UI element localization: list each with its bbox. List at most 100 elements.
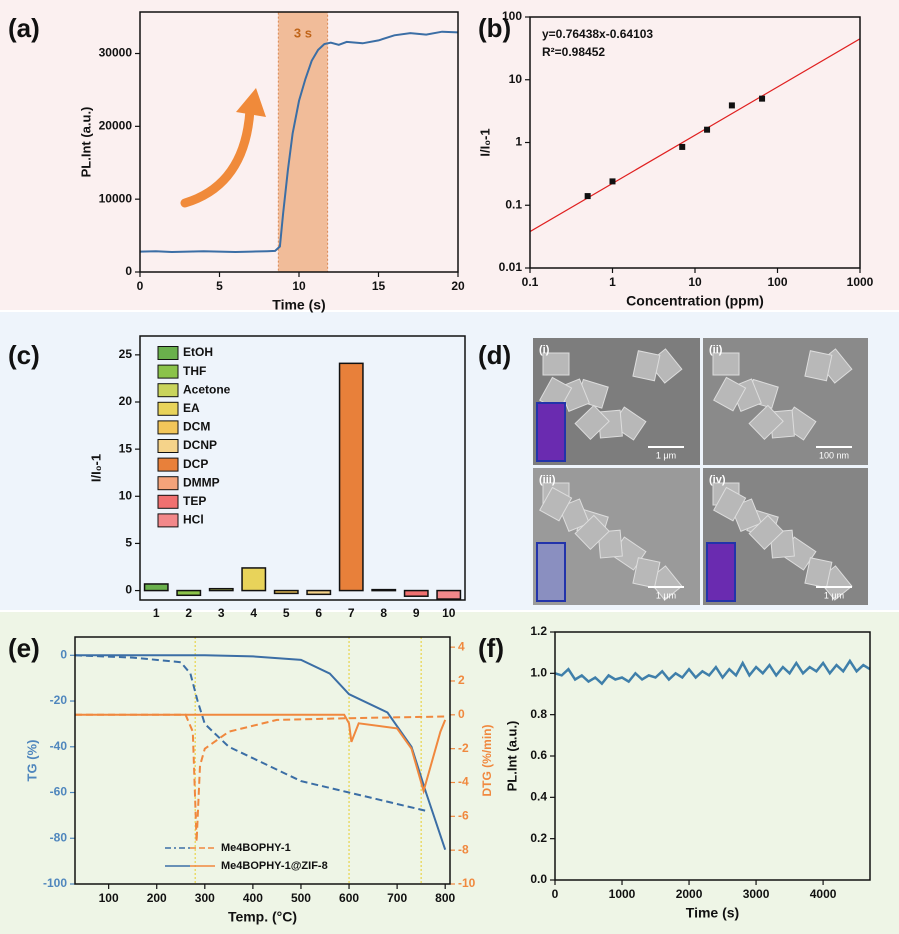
y-tick-label: -100 [43, 876, 67, 890]
y-tick-label: -80 [50, 830, 68, 844]
x-tick-label: 0 [137, 279, 144, 293]
x-axis-label: Time (s) [686, 905, 739, 921]
legend-swatch [157, 364, 179, 379]
inset-photo [706, 542, 736, 602]
x-tick-label: 10 [292, 279, 306, 293]
x-tick-label: 500 [291, 891, 311, 905]
fit-equation: y=0.76438x-0.64103 [542, 27, 653, 41]
x-tick-label: 5 [283, 606, 290, 620]
x-tick-label: 100 [99, 891, 119, 905]
y-axis-label: PL.Int (a.u.) [504, 721, 519, 792]
y-tick-label: 0.2 [530, 831, 547, 845]
bar [436, 589, 462, 600]
inset-photo [536, 402, 566, 462]
x-tick-label: 0.1 [522, 275, 539, 289]
crystal [804, 350, 833, 382]
y-tick-label: 10 [119, 488, 133, 502]
crystal [632, 350, 661, 382]
x-tick-label: 5 [216, 279, 223, 293]
x-tick-label: 600 [339, 891, 359, 905]
legend-label: Me4BOPHY-1@ZIF-8 [221, 860, 328, 872]
x-tick-label: 10 [442, 606, 456, 620]
x-tick-label: 1000 [847, 275, 874, 289]
y-axis-label: I/I₀-1 [477, 128, 492, 156]
y-tick-label: 20000 [99, 119, 133, 133]
crystal [574, 514, 610, 551]
x-tick-label: 200 [147, 891, 167, 905]
y2-tick-label: -8 [458, 842, 469, 856]
scale-label: 1 μm [824, 590, 844, 600]
x-axis-label: Time (s) [272, 297, 325, 313]
x-tick-label: 4000 [810, 887, 837, 901]
y-axis-label: PL.Int (a.u.) [78, 107, 93, 178]
legend-swatch [157, 513, 179, 528]
bar [208, 587, 234, 592]
arrow [180, 88, 266, 208]
data-line [140, 30, 458, 254]
plot-area [143, 362, 462, 600]
x-tick-label: 6 [315, 606, 322, 620]
crystal [712, 352, 740, 376]
bar [306, 589, 332, 596]
y-tick-label: 1 [515, 135, 522, 149]
x-tick-label: 400 [243, 891, 263, 905]
legend-swatch [157, 401, 179, 416]
x-tick-label: 800 [435, 891, 455, 905]
y-tick-label: 0 [60, 647, 67, 661]
data-point [584, 193, 591, 200]
bar [176, 589, 202, 597]
y-tick-label: 0.1 [505, 197, 522, 211]
y-tick-label: -20 [50, 693, 68, 707]
scale-label: 1 μm [656, 450, 676, 460]
legend-swatch [157, 439, 179, 453]
highlight-label: 3 s [294, 25, 312, 40]
legend-swatch [157, 420, 179, 435]
x-tick-label: 3000 [743, 887, 770, 901]
y-axis-label: I/I₀-1 [88, 454, 103, 482]
data-line [75, 713, 447, 795]
crystal [748, 514, 784, 551]
y-tick-label: -40 [50, 739, 68, 753]
y-tick-label: 0.0 [530, 872, 547, 886]
x-tick-label: 1 [609, 275, 616, 289]
x-tick-label: 10 [688, 275, 702, 289]
y-tick-label: 30000 [99, 46, 133, 60]
y-tick-label: 0.4 [530, 790, 547, 804]
legend-label: TEP [183, 494, 206, 508]
legend-swatch [157, 457, 179, 472]
data-point [679, 143, 686, 150]
data-line [75, 654, 427, 812]
inset-photo [536, 542, 566, 602]
x-tick-label: 4 [250, 606, 257, 620]
row-bg [0, 0, 899, 310]
x-tick-label: 15 [372, 279, 386, 293]
legend-label: EtOH [183, 345, 213, 359]
legend-swatch [157, 476, 179, 491]
y-tick-label: 0.8 [530, 707, 547, 721]
panel-label: (f) [478, 633, 504, 663]
image-label: (i) [539, 344, 550, 356]
data-point [728, 102, 735, 109]
scale-label: 1 μm [656, 590, 676, 600]
y-tick-label: 0.6 [530, 748, 547, 762]
x-axis-label: Temp. (°C) [228, 909, 297, 925]
y-tick-label: 25 [119, 347, 133, 361]
panel-label: (a) [8, 13, 40, 43]
x-tick-label: 9 [413, 606, 420, 620]
x-axis-label: Concentration (ppm) [626, 293, 764, 309]
image-label: (ii) [709, 344, 723, 356]
y-tick-label: -60 [50, 785, 68, 799]
scale-label: 100 nm [819, 450, 849, 460]
legend-label: HCl [183, 513, 204, 527]
plot-frame [74, 636, 451, 885]
data-point [759, 95, 766, 102]
fit-r2: R²=0.98452 [542, 45, 605, 59]
plot-frame [139, 11, 459, 273]
crystal [713, 376, 747, 412]
x-tick-label: 2 [185, 606, 192, 620]
bar [273, 589, 299, 595]
y-tick-label: 1.0 [530, 666, 547, 680]
y-tick-label: 0.01 [499, 260, 523, 274]
x-tick-label: 1 [153, 606, 160, 620]
